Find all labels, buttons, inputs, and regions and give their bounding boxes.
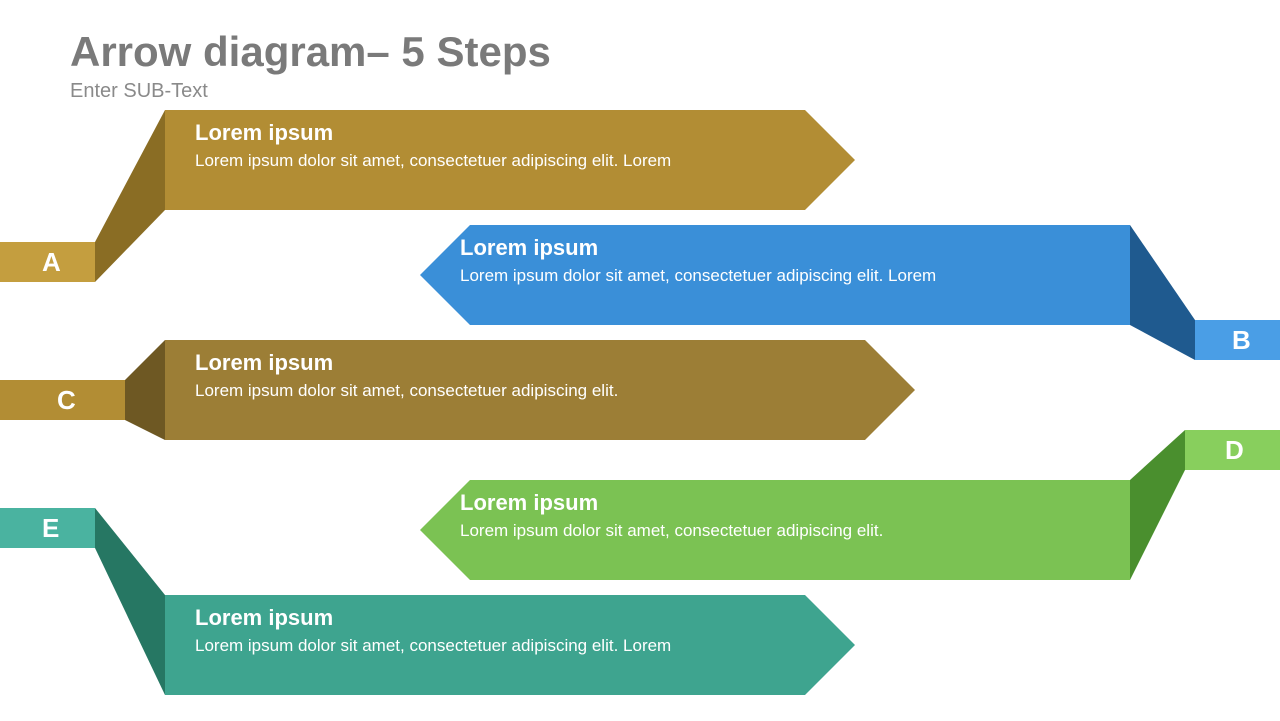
step-letter-C: C	[57, 385, 76, 416]
arrow-fold-D	[1130, 430, 1185, 580]
step-text-B: Lorem ipsum Lorem ipsum dolor sit amet, c…	[460, 235, 1040, 288]
step-letter-A: A	[42, 247, 61, 278]
step-text-C: Lorem ipsum Lorem ipsum dolor sit amet, c…	[195, 350, 825, 403]
step-heading-C: Lorem ipsum	[195, 350, 825, 376]
step-body-B: Lorem ipsum dolor sit amet, consectetuer…	[460, 265, 1040, 288]
step-letter-B: B	[1232, 325, 1251, 356]
step-text-E: Lorem ipsum Lorem ipsum dolor sit amet, c…	[195, 605, 765, 658]
step-heading-D: Lorem ipsum	[460, 490, 1040, 516]
step-heading-B: Lorem ipsum	[460, 235, 1040, 261]
arrow-fold-A	[95, 110, 165, 282]
step-body-C: Lorem ipsum dolor sit amet, consectetuer…	[195, 380, 825, 403]
step-heading-A: Lorem ipsum	[195, 120, 765, 146]
step-letter-E: E	[42, 513, 59, 544]
arrow-fold-B	[1130, 225, 1195, 360]
arrow-fold-E	[95, 508, 165, 695]
arrow-fold-C	[125, 340, 165, 440]
step-text-A: Lorem ipsum Lorem ipsum dolor sit amet, c…	[195, 120, 765, 173]
step-letter-D: D	[1225, 435, 1244, 466]
step-body-D: Lorem ipsum dolor sit amet, consectetuer…	[460, 520, 1040, 543]
step-body-E: Lorem ipsum dolor sit amet, consectetuer…	[195, 635, 765, 658]
step-text-D: Lorem ipsum Lorem ipsum dolor sit amet, c…	[460, 490, 1040, 543]
step-heading-E: Lorem ipsum	[195, 605, 765, 631]
step-body-A: Lorem ipsum dolor sit amet, consectetuer…	[195, 150, 765, 173]
